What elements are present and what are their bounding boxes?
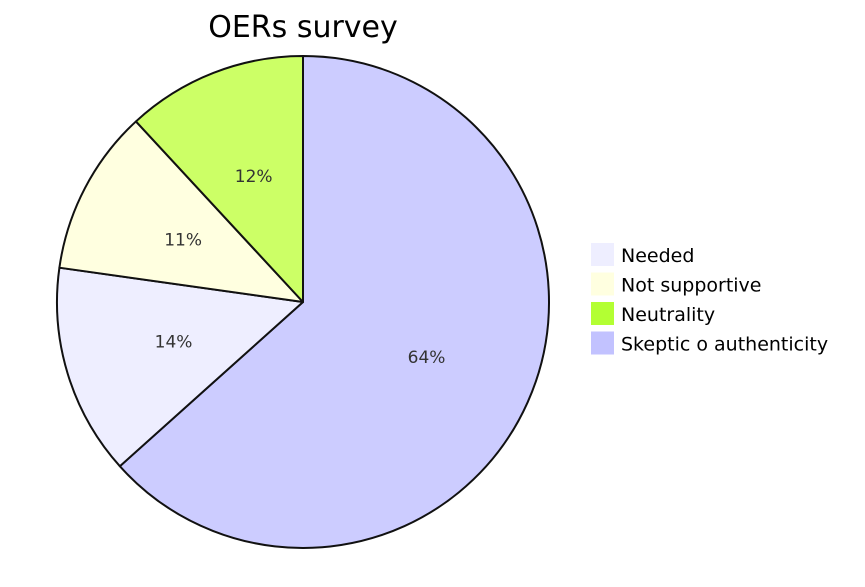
legend-swatch-skeptic-o-authenticity — [591, 331, 614, 355]
slice-label-skeptic-o-authenticity: 64% — [408, 348, 446, 368]
legend-label-not-supportive: Not supportive — [621, 275, 762, 297]
legend-swatch-needed — [591, 243, 614, 266]
slice-label-needed: 14% — [155, 332, 193, 352]
slice-label-not-supportive: 11% — [164, 230, 202, 250]
legend-swatch-not-supportive — [591, 272, 614, 296]
chart-legend: Needed Not supportive Neutrality Skeptic o … — [591, 243, 828, 356]
pie-slice-neutrality — [134, 55, 304, 303]
legend-label-neutrality: Neutrality — [621, 304, 715, 326]
legend-swatch-neutrality — [591, 302, 614, 325]
legend-label-needed: Needed — [621, 245, 694, 267]
pie-slice-not-supportive — [58, 120, 304, 303]
pie-slice-labels: 64% 14% 11% 12% — [155, 167, 446, 368]
slice-label-neutrality: 12% — [235, 167, 273, 187]
legend-label-skeptic-o-authenticity: Skeptic o authenticity — [621, 334, 828, 356]
pie-slices — [56, 55, 550, 549]
pie-slice-skeptic-o-authenticity — [118, 55, 550, 549]
pie-slice-needed — [56, 266, 304, 468]
chart-title: OERs survey — [208, 10, 398, 45]
